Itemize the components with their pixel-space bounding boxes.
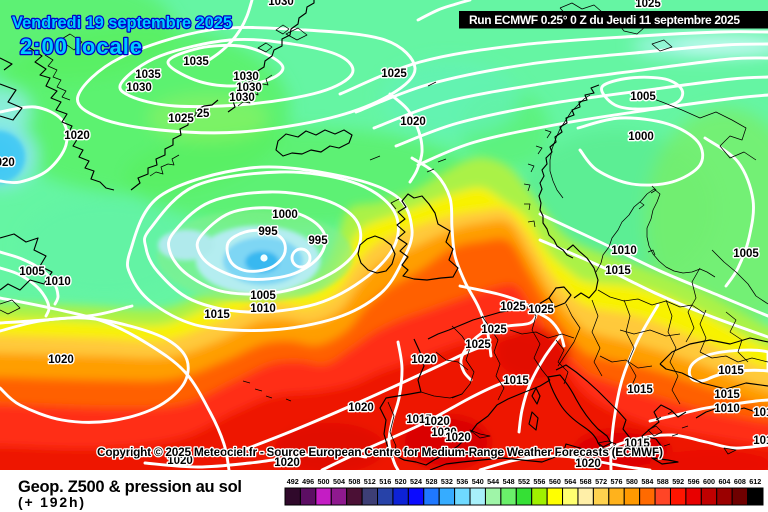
svg-text:1030: 1030 xyxy=(236,82,262,94)
svg-text:576: 576 xyxy=(611,477,623,486)
svg-text:1015: 1015 xyxy=(624,438,650,450)
svg-text:1015: 1015 xyxy=(753,407,768,419)
svg-text:1020: 1020 xyxy=(167,455,193,467)
svg-text:995: 995 xyxy=(308,235,328,247)
svg-text:1025: 1025 xyxy=(381,68,407,80)
svg-text:1015: 1015 xyxy=(406,414,432,426)
svg-text:492: 492 xyxy=(287,477,299,486)
svg-text:524: 524 xyxy=(410,477,422,486)
svg-text:1030: 1030 xyxy=(268,0,294,8)
svg-text:1025: 1025 xyxy=(635,0,661,10)
svg-text:512: 512 xyxy=(364,477,376,486)
svg-text:1020: 1020 xyxy=(431,427,457,439)
svg-text:1015: 1015 xyxy=(204,309,230,321)
svg-text:1020: 1020 xyxy=(64,130,90,142)
svg-text:552: 552 xyxy=(518,477,530,486)
svg-text:1030: 1030 xyxy=(229,92,255,104)
svg-text:1025: 1025 xyxy=(465,339,491,351)
svg-text:1005: 1005 xyxy=(733,248,759,260)
svg-text:2:00 locale: 2:00 locale xyxy=(20,34,142,59)
svg-text:Geop. Z500 & pression au sol: Geop. Z500 & pression au sol xyxy=(18,478,242,496)
svg-text:1015: 1015 xyxy=(503,375,529,387)
svg-text:496: 496 xyxy=(302,477,314,486)
svg-text:520: 520 xyxy=(395,477,407,486)
svg-text:(+ 192h): (+ 192h) xyxy=(18,494,84,510)
svg-text:516: 516 xyxy=(379,477,391,486)
svg-text:1015: 1015 xyxy=(605,265,631,277)
svg-text:1005: 1005 xyxy=(250,290,276,302)
svg-text:580: 580 xyxy=(626,477,638,486)
svg-text:1010: 1010 xyxy=(250,303,276,315)
svg-text:Copyright © 2025 Meteociel.fr: Copyright © 2025 Meteociel.fr - Source E… xyxy=(97,445,663,459)
svg-text:528: 528 xyxy=(425,477,437,486)
svg-text:548: 548 xyxy=(503,477,515,486)
svg-text:1015: 1015 xyxy=(714,389,740,401)
svg-text:1020: 1020 xyxy=(575,458,601,470)
svg-text:588: 588 xyxy=(657,477,669,486)
svg-text:1000: 1000 xyxy=(628,131,654,143)
svg-text:536: 536 xyxy=(456,477,468,486)
svg-text:556: 556 xyxy=(533,477,545,486)
svg-text:1015: 1015 xyxy=(718,365,744,377)
svg-text:1025: 1025 xyxy=(500,301,526,313)
svg-text:572: 572 xyxy=(595,477,607,486)
svg-text:1020: 1020 xyxy=(348,402,374,414)
svg-text:Vendredi 19 septembre 2025: Vendredi 19 septembre 2025 xyxy=(12,14,232,32)
svg-text:1020: 1020 xyxy=(424,416,450,428)
svg-text:600: 600 xyxy=(703,477,715,486)
svg-text:1020: 1020 xyxy=(411,354,437,366)
svg-text:1020: 1020 xyxy=(0,157,15,169)
svg-text:1010: 1010 xyxy=(45,276,71,288)
svg-text:1030: 1030 xyxy=(126,82,152,94)
svg-text:612: 612 xyxy=(749,477,761,486)
svg-text:504: 504 xyxy=(333,477,345,486)
svg-text:500: 500 xyxy=(318,477,330,486)
svg-text:1015: 1015 xyxy=(753,435,768,447)
svg-text:584: 584 xyxy=(641,477,653,486)
svg-text:560: 560 xyxy=(549,477,561,486)
svg-text:1020: 1020 xyxy=(274,457,300,469)
svg-text:1020: 1020 xyxy=(445,432,471,444)
svg-text:592: 592 xyxy=(672,477,684,486)
svg-text:1015: 1015 xyxy=(627,384,653,396)
svg-text:Run ECMWF 0.25° 0 Z du Jeudi 1: Run ECMWF 0.25° 0 Z du Jeudi 11 septembr… xyxy=(469,13,740,27)
svg-text:608: 608 xyxy=(734,477,746,486)
svg-text:508: 508 xyxy=(348,477,360,486)
svg-text:1020: 1020 xyxy=(48,354,74,366)
svg-text:995: 995 xyxy=(258,226,278,238)
svg-text:532: 532 xyxy=(441,477,453,486)
svg-text:1030: 1030 xyxy=(233,71,259,83)
svg-text:564: 564 xyxy=(564,477,576,486)
svg-text:1035: 1035 xyxy=(183,56,209,68)
svg-text:1025: 1025 xyxy=(481,324,507,336)
svg-text:1000: 1000 xyxy=(272,209,298,221)
svg-text:1025: 1025 xyxy=(528,304,554,316)
svg-text:540: 540 xyxy=(472,477,484,486)
svg-text:596: 596 xyxy=(688,477,700,486)
svg-text:604: 604 xyxy=(718,477,730,486)
svg-text:1005: 1005 xyxy=(19,266,45,278)
svg-text:544: 544 xyxy=(487,477,499,486)
svg-text:1010: 1010 xyxy=(714,403,740,415)
svg-text:1020: 1020 xyxy=(400,116,426,128)
svg-text:25: 25 xyxy=(197,108,210,120)
svg-text:568: 568 xyxy=(580,477,592,486)
svg-text:1010: 1010 xyxy=(611,245,637,257)
svg-text:1025: 1025 xyxy=(168,113,194,125)
svg-text:1005: 1005 xyxy=(630,91,656,103)
svg-text:1035: 1035 xyxy=(135,69,161,81)
